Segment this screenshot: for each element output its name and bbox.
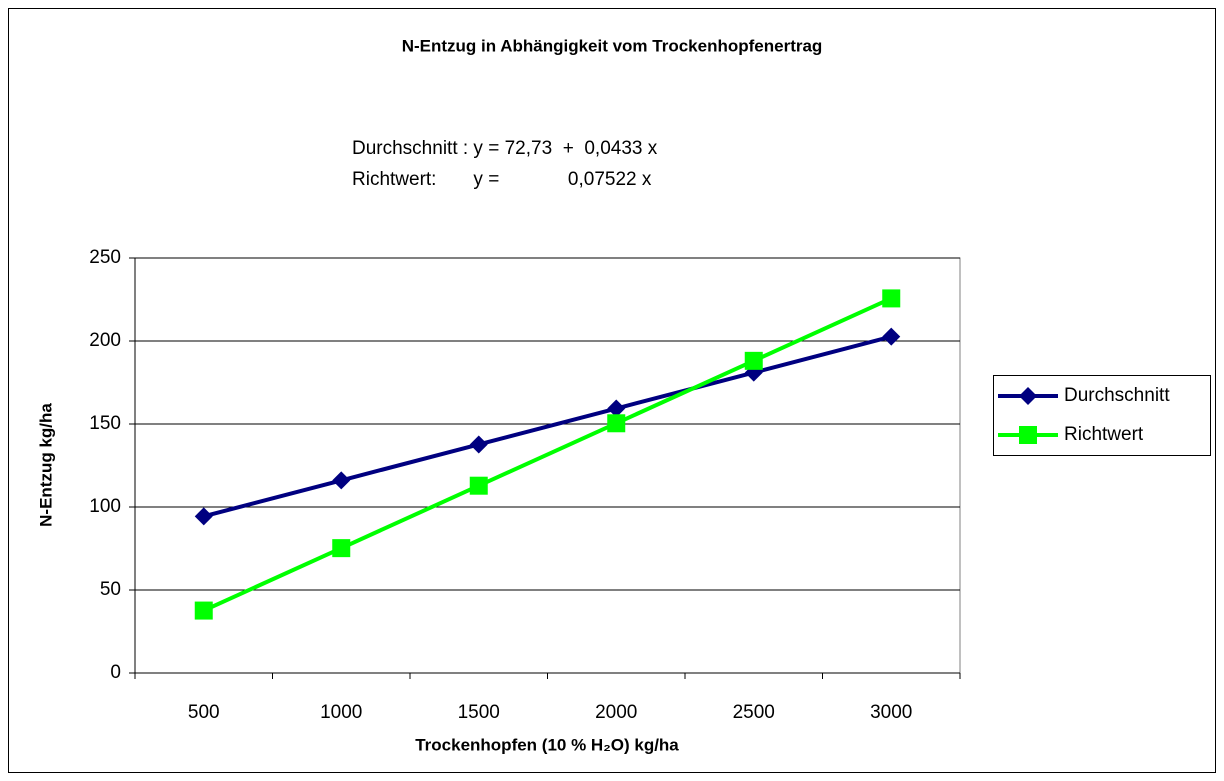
y-tick-label: 150 <box>89 413 121 434</box>
x-tick-label: 500 <box>188 702 220 723</box>
x-tick-label: 2500 <box>733 702 775 723</box>
data-point <box>469 435 488 454</box>
x-tick-label: 1000 <box>320 702 362 723</box>
legend-label: Richtwert <box>1064 424 1144 445</box>
y-tick-label: 250 <box>89 247 121 268</box>
data-point <box>194 601 213 620</box>
x-tick-label: 2000 <box>595 702 637 723</box>
annotation: Richtwert: y = 0,07522 x <box>352 169 652 190</box>
data-point <box>332 471 351 490</box>
x-tick-label: 1500 <box>458 702 500 723</box>
data-point <box>332 539 351 558</box>
y-tick-label: 50 <box>100 579 121 600</box>
series-line <box>203 334 892 519</box>
x-tick-label: 3000 <box>870 702 912 723</box>
legend-marker <box>1019 426 1037 444</box>
y-tick-label: 200 <box>89 330 121 351</box>
y-tick-label: 0 <box>110 662 121 683</box>
data-point <box>744 351 763 370</box>
data-point <box>607 399 626 418</box>
data-point <box>469 476 488 495</box>
legend-marker <box>1019 387 1037 405</box>
data-point <box>882 289 901 308</box>
data-point <box>194 507 213 526</box>
y-tick-label: 100 <box>89 496 121 517</box>
data-point <box>607 414 626 433</box>
chart-title: N-Entzug in Abhängigkeit vom Trockenhopf… <box>402 36 823 55</box>
y-axis-label: N-Entzug kg/ha <box>36 403 55 527</box>
legend-label: Durchschnitt <box>1064 385 1170 406</box>
series-line <box>202 296 893 613</box>
data-point <box>882 327 901 346</box>
x-axis-label: Trockenhopfen (10 % H₂O) kg/ha <box>415 735 679 754</box>
annotation: Durchschnitt : y = 72,73 + 0,0433 x <box>352 138 658 159</box>
plot-area <box>134 257 961 674</box>
